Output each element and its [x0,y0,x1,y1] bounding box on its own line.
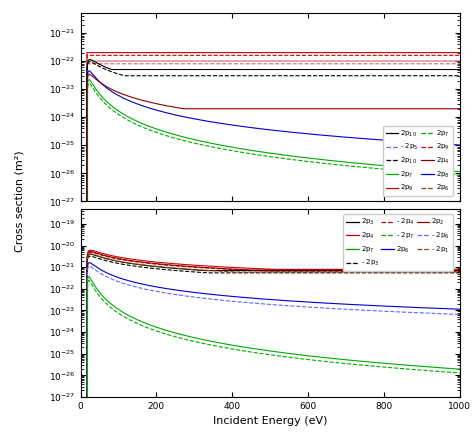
Legend: 2p$_{10}$, - 2p$_5$, 2p$_{10}$, 2p$_7$, 2p$_9$, 2p$_7$, 2p$_9$, 2p$_4$, 2p$_8$, : 2p$_{10}$, - 2p$_5$, 2p$_{10}$, 2p$_7$, … [383,126,453,196]
Legend: 2p$_3$, 2p$_4$, 2p$_7$, - 2p$_3$, - 2p$_4$, - 2p$_7$, 2p$_6$, 2p$_2$, - 2p$_6$, : 2p$_3$, 2p$_4$, 2p$_7$, - 2p$_3$, - 2p$_… [344,214,453,271]
X-axis label: Incident Energy (eV): Incident Energy (eV) [213,417,328,426]
Text: Cross section (m²): Cross section (m²) [14,150,24,252]
